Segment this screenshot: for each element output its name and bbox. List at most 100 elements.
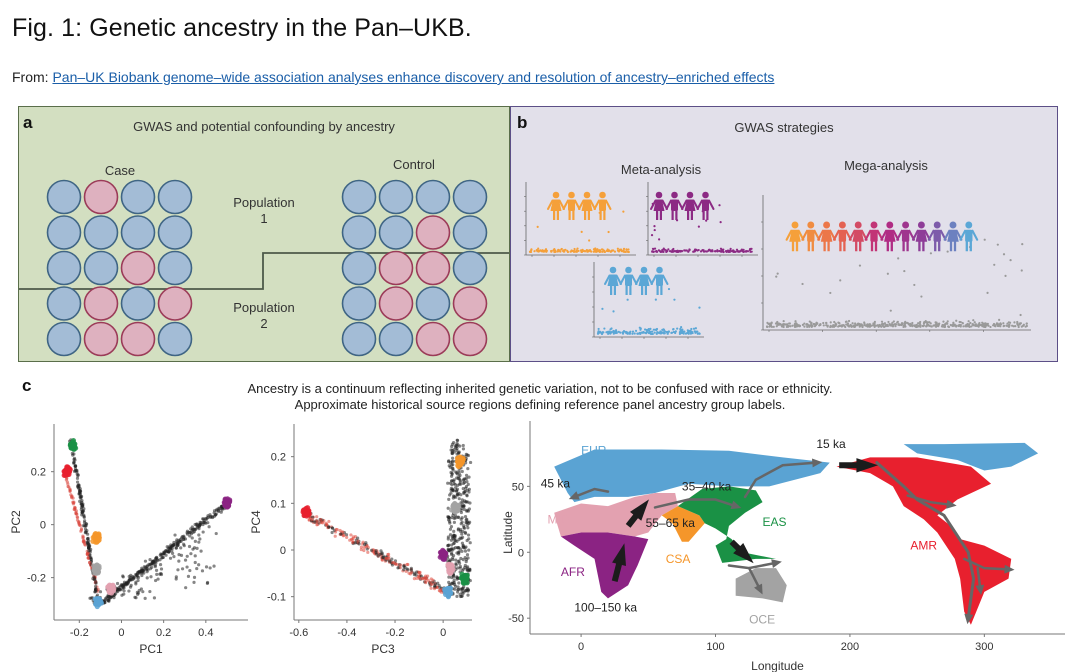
gwas-point — [682, 332, 685, 335]
gwas-point — [852, 325, 855, 328]
gwas-point — [655, 250, 659, 253]
gwas-point — [616, 247, 619, 250]
sample-point — [417, 571, 422, 575]
gwas-point — [533, 250, 536, 253]
sample-point — [152, 561, 156, 565]
sample-point — [460, 469, 464, 474]
manhattan-plot — [761, 195, 1031, 332]
gwas-point — [1008, 321, 1012, 324]
female-figure-icon — [650, 191, 668, 220]
gwas-point — [1025, 322, 1028, 325]
gwas-point — [610, 327, 613, 330]
sample-point — [437, 584, 441, 588]
cluster-point-csa — [90, 538, 96, 544]
gwas-point — [725, 249, 728, 253]
gwas-point — [849, 323, 852, 327]
gwas-point — [1006, 322, 1009, 325]
gwas-point — [658, 331, 661, 334]
gwas-point — [543, 250, 546, 253]
gwas-point — [612, 310, 615, 313]
individual-circle-ancestry-2 — [378, 250, 414, 286]
gwas-point — [787, 324, 790, 328]
sample-point — [191, 527, 195, 531]
gwas-point — [979, 324, 983, 327]
gwas-point — [902, 325, 905, 329]
sample-point — [139, 587, 143, 591]
sample-point — [384, 556, 388, 560]
male-figure-icon — [927, 221, 947, 252]
sample-point — [463, 556, 467, 560]
gwas-point — [843, 324, 846, 327]
sample-point — [68, 488, 72, 492]
sample-point — [374, 549, 378, 553]
sample-point — [455, 448, 459, 453]
individual-circle-ancestry-2 — [120, 321, 156, 357]
gwas-point — [662, 247, 665, 250]
individual-circle-ancestry-1 — [46, 215, 82, 250]
male-figure-icon — [864, 221, 884, 252]
gwas-point — [888, 322, 891, 326]
gwas-point — [608, 330, 611, 334]
gwas-point — [536, 225, 539, 228]
sample-point — [185, 531, 189, 535]
gwas-point — [678, 331, 682, 334]
sample-point — [466, 467, 470, 471]
sample-point — [365, 547, 369, 551]
sample-point — [380, 552, 384, 556]
sample-point — [80, 504, 84, 508]
from-label: From: — [12, 69, 53, 85]
sample-point — [349, 533, 353, 537]
sample-point — [463, 490, 467, 494]
region-eas — [677, 486, 776, 563]
cluster-point-eas — [458, 575, 465, 581]
gwas-point — [626, 332, 629, 335]
migration-arrow — [962, 557, 1010, 571]
migration-time-label: 100–150 ka — [574, 601, 637, 615]
y-tick-label: 0.2 — [31, 467, 46, 479]
sample-point — [319, 518, 323, 522]
gwas-point — [1019, 313, 1022, 317]
gwas-point — [530, 249, 533, 252]
gwas-point — [972, 319, 975, 322]
meta-analysis-label: Meta-analysis — [620, 162, 702, 177]
sample-point — [459, 594, 463, 599]
gwas-point — [718, 204, 721, 207]
gwas-point — [838, 322, 841, 325]
gwas-point — [550, 249, 553, 253]
sample-point — [359, 547, 363, 552]
sample-point — [72, 507, 76, 511]
y-tick-label: 0 — [40, 520, 46, 532]
x-tick-label: -0.2 — [70, 627, 89, 639]
male-figure-icon — [801, 221, 821, 252]
sample-point — [446, 518, 451, 522]
source-article-link[interactable]: Pan–UK Biobank genome–wide association a… — [52, 69, 775, 85]
sample-point — [77, 486, 81, 490]
sample-point — [467, 548, 471, 552]
gwas-point — [1022, 324, 1025, 327]
sample-point — [452, 578, 456, 583]
sample-point — [124, 581, 128, 585]
gwas-point — [851, 322, 854, 325]
gwas-point — [915, 323, 918, 327]
gwas-point — [913, 324, 917, 327]
sample-point — [457, 550, 461, 555]
sample-point — [468, 578, 472, 583]
gwas-point — [674, 331, 677, 335]
sample-point — [460, 516, 464, 520]
sample-point — [353, 541, 357, 545]
gwas-point — [638, 331, 641, 334]
gwas-point — [687, 250, 690, 253]
sample-point — [451, 536, 455, 541]
sample-point — [212, 564, 216, 568]
gwas-point — [829, 321, 832, 324]
sample-point — [386, 552, 390, 557]
gwas-point — [652, 250, 655, 253]
sample-point — [410, 570, 414, 574]
gwas-point — [920, 295, 923, 298]
x-tick-label: 0 — [440, 627, 446, 639]
gwas-point — [671, 250, 674, 253]
sample-point — [138, 571, 142, 575]
gwas-point — [716, 249, 719, 252]
gwas-point — [719, 221, 722, 224]
sample-point — [446, 537, 450, 541]
